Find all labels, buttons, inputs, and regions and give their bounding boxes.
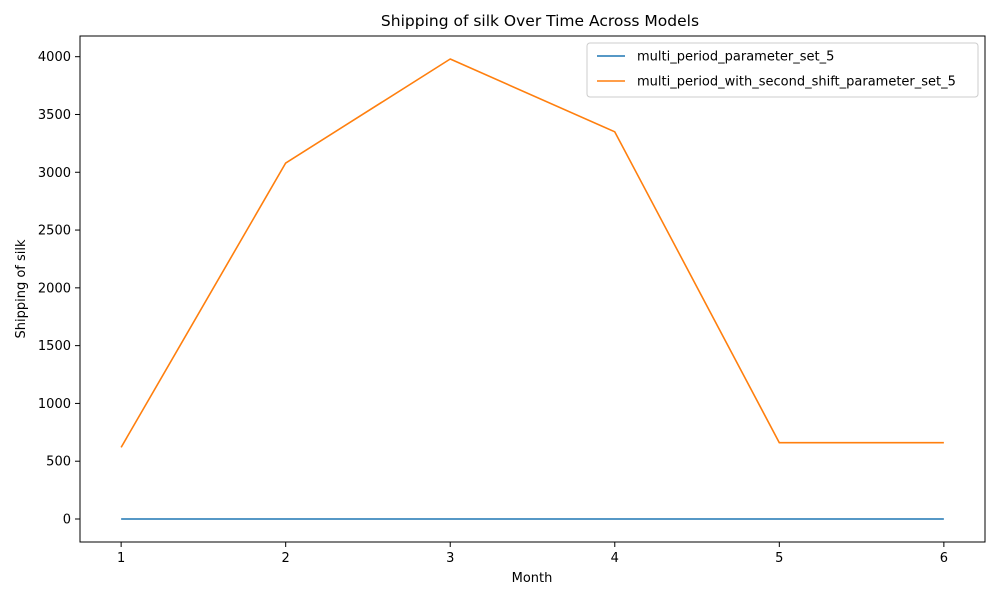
x-tick-label: 3 xyxy=(446,551,454,566)
series-line-2 xyxy=(120,58,944,448)
x-tick-label: 6 xyxy=(940,551,948,566)
x-tick-label: 2 xyxy=(282,551,290,566)
legend-box xyxy=(586,42,979,98)
y-axis-label: Shipping of silk xyxy=(14,239,29,339)
x-tick-label: 4 xyxy=(611,551,619,566)
y-tick-label: 1000 xyxy=(38,397,71,412)
legend: multi_period_parameter_set_5 multi_period… xyxy=(586,42,979,98)
y-tick-label: 2500 xyxy=(38,224,71,239)
y-tick-label: 1500 xyxy=(38,339,71,354)
y-tick-label: 0 xyxy=(63,513,71,528)
legend-label-1: multi_period_parameter_set_5 xyxy=(637,50,834,65)
y-tick-label: 3500 xyxy=(38,108,71,123)
y-tick-label: 4000 xyxy=(38,50,71,65)
x-axis-label: Month xyxy=(512,571,553,586)
x-axis-ticks: 1 2 3 4 5 6 xyxy=(117,542,948,566)
plot-area xyxy=(79,35,986,543)
legend-label-2: multi_period_with_second_shift_parameter… xyxy=(637,75,956,90)
x-tick-label: 1 xyxy=(117,551,125,566)
y-axis-ticks: 0 500 1000 1500 2000 2500 3000 3500 4000 xyxy=(38,50,80,528)
y-tick-label: 3000 xyxy=(38,166,71,181)
series-lines xyxy=(120,58,944,520)
x-tick-label: 5 xyxy=(775,551,783,566)
chart-title: Shipping of silk Over Time Across Models xyxy=(381,12,699,30)
y-tick-label: 2000 xyxy=(38,281,71,296)
plot-frame xyxy=(79,35,986,543)
y-tick-label: 500 xyxy=(46,455,71,470)
legend-entries: multi_period_parameter_set_5 multi_period… xyxy=(597,50,956,90)
